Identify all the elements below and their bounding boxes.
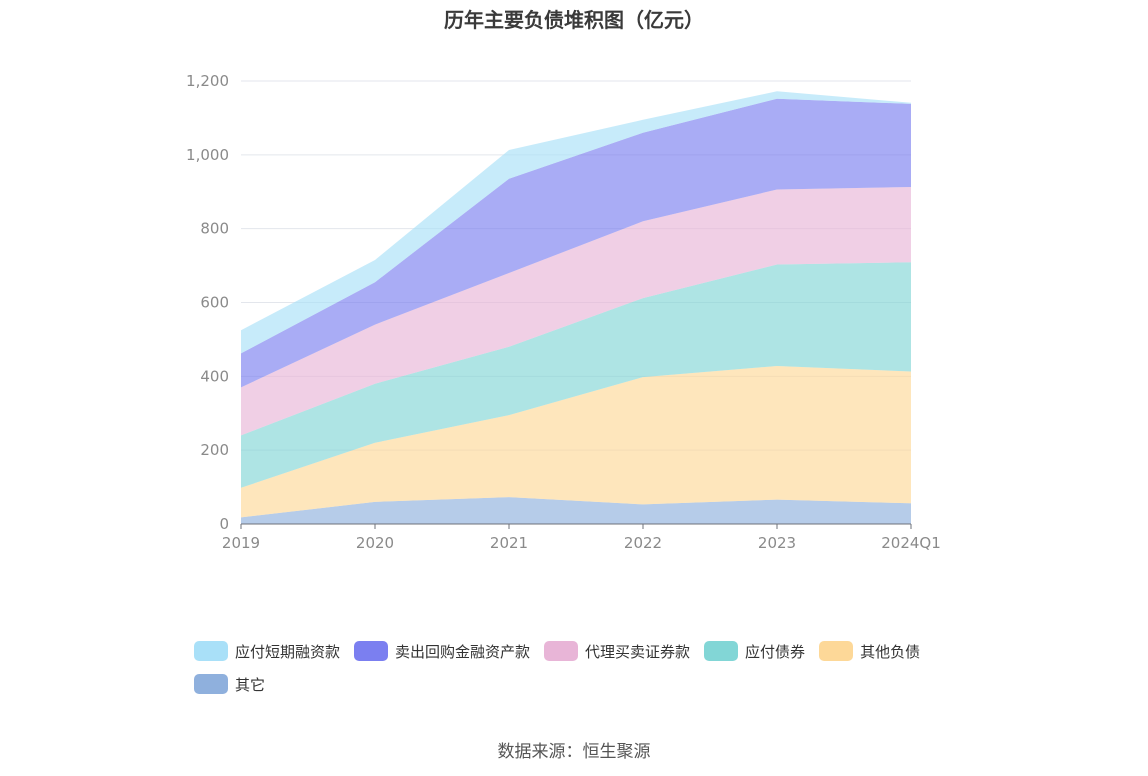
legend-label: 应付短期融资款	[235, 642, 341, 661]
legend-item[interactable]: 应付债券	[704, 638, 805, 664]
stacked-area-chart: 0 200 400 600 800 1,000 1,200 2019 2020 2021 2022 2…	[186, 72, 941, 552]
legend: 应付短期融资款 卖出回购金融资产款 代理买卖证券款 应付债券 其他负债其它	[194, 638, 994, 704]
area-应付债券	[241, 262, 911, 488]
legend-item[interactable]: 卖出回购金融资产款	[354, 638, 530, 664]
y-tick-label: 0	[219, 515, 229, 533]
x-tick-label: 2021	[490, 534, 528, 552]
x-tick-label: 2019	[222, 534, 260, 552]
legend-label: 卖出回购金融资产款	[395, 642, 531, 661]
x-tick-label: 2024Q1	[881, 534, 941, 552]
y-tick-label: 1,000	[186, 146, 229, 164]
legend-label: 其他负债	[860, 642, 921, 661]
x-tick-label: 2023	[758, 534, 796, 552]
legend-item[interactable]: 应付短期融资款	[194, 638, 340, 664]
area-卖出回购金融资产款	[241, 98, 911, 388]
source-note: 数据来源：恒生聚源	[497, 742, 651, 762]
legend-label: 应付债券	[745, 642, 806, 661]
area-应付短期融资款	[241, 91, 911, 354]
legend-swatch	[819, 641, 854, 661]
area-代理买卖证券款	[241, 187, 911, 436]
area-其他负债	[241, 366, 911, 518]
y-tick-label: 1,200	[186, 72, 229, 90]
legend-swatch	[704, 641, 739, 661]
legend-label: 代理买卖证券款	[585, 642, 691, 661]
area-series	[241, 91, 911, 524]
legend-item[interactable]: 代理买卖证券款	[544, 638, 690, 664]
area-其它	[241, 497, 911, 524]
legend-swatch	[544, 641, 579, 661]
y-tick-label: 400	[200, 367, 229, 385]
y-tick-label: 200	[200, 441, 229, 459]
x-tick-label: 2022	[624, 534, 662, 552]
legend-swatch	[194, 641, 228, 661]
x-tick-label: 2020	[356, 534, 394, 552]
legend-swatch	[354, 641, 389, 661]
axes: 0 200 400 600 800 1,000 1,200 2019 2020 2021 2022 2…	[186, 72, 941, 552]
chart-title: 历年主要负债堆积图（亿元）	[444, 8, 704, 32]
y-tick-label: 600	[200, 294, 229, 312]
legend-item[interactable]: 其它	[194, 671, 265, 697]
y-tick-label: 800	[200, 220, 229, 238]
legend-item[interactable]: 其他负债	[819, 638, 920, 664]
legend-swatch	[194, 674, 228, 694]
legend-label: 其它	[235, 675, 266, 694]
